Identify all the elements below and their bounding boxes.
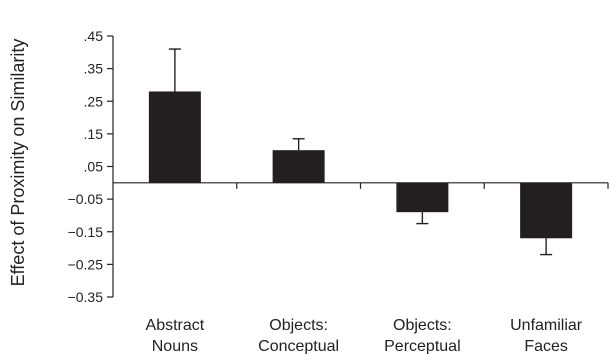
y-axis-title: Effect of Proximity on Similarity: [8, 39, 28, 287]
x-category-label: Objects:: [393, 317, 452, 334]
bar: [396, 182, 449, 213]
x-axis-category-labels: Abstract Nouns Objects: Conceptual Objects: P…: [146, 317, 583, 354]
y-tick-label: −0.15: [68, 224, 104, 240]
bars: [148, 91, 573, 239]
y-tick-label: −0.25: [68, 256, 104, 272]
x-axis-category-separators: [236, 182, 609, 189]
x-category-label: Conceptual: [258, 338, 339, 354]
y-tick-label: .25: [84, 93, 104, 109]
y-tick-label: .45: [84, 28, 104, 44]
bar: [520, 182, 573, 239]
y-tick-label: −0.35: [68, 289, 104, 305]
y-tick-label: −0.05: [68, 191, 104, 207]
y-tick-label: .05: [84, 159, 104, 175]
bar: [272, 150, 325, 183]
x-category-label: Perceptual: [384, 338, 461, 354]
y-tick-label: .15: [84, 126, 104, 142]
x-category-label: Unfamiliar: [510, 317, 583, 334]
x-category-label: Abstract: [146, 317, 205, 334]
y-axis-ticks: .45 .35 .25 .15 .05 −0.05 −0.15 −0.25 −0.35: [68, 28, 113, 305]
x-category-label: Faces: [524, 338, 568, 354]
x-category-label: Nouns: [152, 338, 198, 354]
bar: [148, 91, 201, 183]
y-tick-label: .35: [84, 61, 104, 77]
error-bars: [168, 48, 553, 256]
x-category-label: Objects:: [269, 317, 328, 334]
